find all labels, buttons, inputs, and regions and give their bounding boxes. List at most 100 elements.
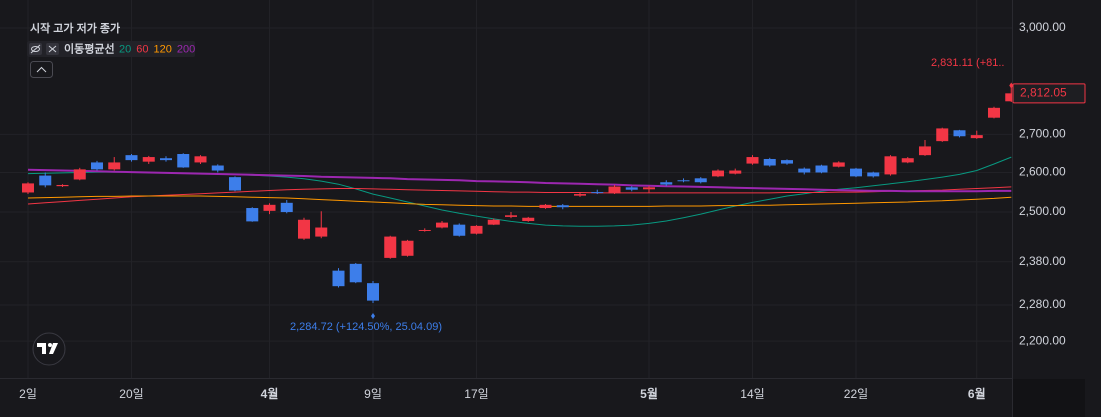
candle-body: [384, 236, 397, 258]
candle-body: [229, 177, 241, 191]
candle-body: [625, 187, 638, 190]
candle-body: [660, 182, 673, 185]
candle-body: [850, 168, 862, 177]
candle-body: [919, 146, 931, 156]
candle-body: [160, 158, 172, 161]
candle-body: [470, 225, 483, 234]
candle-body: [453, 224, 466, 236]
candle-body: [643, 187, 655, 190]
candle-body: [522, 217, 535, 221]
x-tick-label: 2일: [19, 387, 37, 401]
high-label: 2,831.11 (+81..: [931, 57, 1005, 69]
candle-body: [832, 162, 845, 167]
y-tick-label: 2,280.00: [1019, 297, 1066, 311]
legend-entry: 120: [154, 43, 172, 55]
candle-body: [177, 154, 190, 168]
candle-body: [729, 170, 742, 174]
candle-body: [401, 240, 414, 256]
candle-body: [246, 208, 259, 222]
candle-body: [608, 186, 621, 194]
x-tick-label: 20일: [119, 387, 143, 401]
x-tick-label: 22일: [844, 387, 868, 401]
y-tick-label: 2,500.00: [1019, 204, 1066, 218]
candle-body: [591, 192, 604, 194]
last-price-badge: [1012, 83, 1086, 104]
eye-icon[interactable]: [29, 43, 42, 55]
y-tick-label: 2,700.00: [1019, 127, 1066, 141]
candle-body: [936, 128, 949, 142]
candle-body: [798, 168, 811, 173]
candle-body: [315, 227, 328, 237]
candle-body: [763, 158, 776, 166]
legend-entry: 60: [136, 43, 148, 55]
candle-body: [280, 202, 293, 213]
last-price-label: 2,812.05: [1020, 86, 1067, 100]
low-marker: [371, 312, 375, 319]
candle-body: [970, 135, 983, 139]
candle-body: [39, 175, 52, 186]
candle-body: [125, 155, 138, 161]
candle-body: [56, 184, 69, 187]
candle-body: [1005, 93, 1012, 102]
moving-average-line: [27, 168, 1012, 193]
candle-body: [332, 270, 345, 287]
x-tick-label: 4월: [261, 386, 279, 401]
x-tick-label: 17일: [464, 387, 488, 401]
candle-body: [901, 158, 914, 163]
x-tick-label: 14일: [740, 387, 764, 401]
indicator-name: 이동평균선: [64, 41, 115, 55]
candle-body: [694, 178, 707, 183]
axes: 3,000.00 2,700.00 2,600.00 2,500.00 2,380.00…: [19, 20, 1066, 401]
candle-body: [263, 204, 276, 211]
candle-body: [108, 162, 121, 170]
candle-body: [505, 215, 517, 217]
candle-body: [142, 157, 155, 162]
candle-body: [298, 219, 310, 239]
legend-entry: 20: [119, 43, 131, 55]
candle-body: [867, 172, 880, 177]
collapse-button[interactable]: [30, 61, 53, 78]
candle-body: [815, 165, 828, 173]
candle-body: [988, 107, 1000, 118]
low-label: 2,284.72 (+124.50%, 25.04.09): [290, 321, 442, 333]
candle-body: [73, 169, 86, 180]
tv-logo[interactable]: [32, 332, 66, 366]
indicator-box: [27, 41, 195, 57]
y-tick-label: 2,600.00: [1019, 165, 1066, 179]
candle-body: [746, 157, 759, 164]
y-tick-label: 2,200.00: [1019, 333, 1066, 347]
plot-area: [22, 86, 1012, 303]
x-tick-label: 5월: [640, 386, 658, 401]
legend: 20 60 120 200: [119, 43, 195, 55]
close-icon[interactable]: [46, 43, 59, 55]
candle-body: [194, 156, 207, 163]
x-tick-label: 6월: [968, 386, 986, 401]
candle-body: [539, 204, 552, 209]
candle-body: [22, 183, 34, 193]
candle-body: [677, 180, 690, 182]
y-tick-label: 2,380.00: [1019, 254, 1066, 268]
x-tick-label: 9일: [364, 387, 382, 401]
moving-average-line: [27, 195, 1012, 207]
candle-body: [487, 219, 500, 225]
candle-body: [953, 130, 966, 137]
candle-body: [556, 205, 569, 208]
candle-body: [574, 194, 586, 196]
candle-body: [712, 170, 724, 177]
y-tick-label: 3,000.00: [1019, 20, 1066, 34]
legend-entry: 200: [177, 43, 195, 55]
moving-average-line: [27, 186, 1012, 205]
ohlc-header: 시작 고가 저가 종가: [30, 21, 120, 35]
candle-body: [211, 165, 224, 171]
candle-body: [781, 160, 793, 164]
corner-box: [1013, 379, 1085, 417]
candle-body: [367, 283, 379, 301]
candle-body: [884, 156, 897, 175]
candle-body: [418, 229, 431, 231]
candle-body: [436, 222, 448, 228]
high-marker: [1009, 82, 1014, 89]
candle-body: [91, 162, 103, 170]
